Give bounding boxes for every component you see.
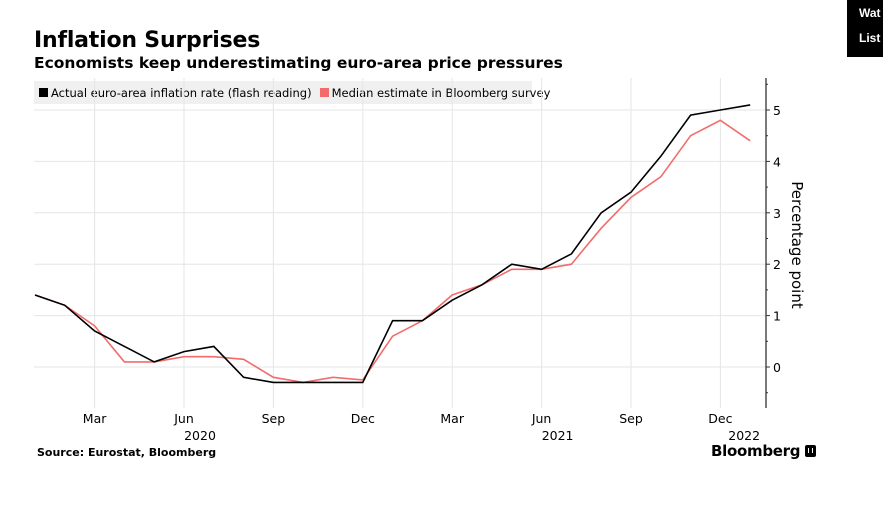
bloomberg-chart-icon bbox=[805, 445, 817, 457]
y-axis-label: Percentage point bbox=[788, 181, 806, 309]
brand-label: Bloomberg bbox=[711, 442, 801, 460]
x-tick-label: Mar bbox=[83, 411, 107, 426]
legend-item-median: Median estimate in Bloomberg survey bbox=[319, 85, 551, 100]
y-tick-label: 2 bbox=[773, 257, 781, 272]
legend: Actual euro-area inflation rate (flash r… bbox=[34, 81, 550, 104]
series-line-actual bbox=[34, 104, 751, 384]
y-axis: 0 1 2 3 4 5 bbox=[765, 78, 781, 408]
overlay-line-2: List bbox=[859, 31, 881, 45]
bloomberg-logo[interactable]: Bloomberg bbox=[711, 442, 817, 460]
y-tick-label: 0 bbox=[773, 360, 781, 375]
x-tick-label: Dec bbox=[351, 411, 375, 426]
y-tick-label: 1 bbox=[773, 309, 781, 324]
series-lines bbox=[34, 104, 751, 384]
x-year-label: 2022 bbox=[728, 428, 760, 443]
legend-swatch-actual bbox=[39, 88, 48, 97]
legend-item-actual: Actual euro-area inflation rate (flash r… bbox=[39, 86, 312, 100]
x-year-label: 2021 bbox=[542, 428, 574, 443]
y-tick-label: 5 bbox=[773, 103, 781, 118]
chart-subtitle: Economists keep underestimating euro-are… bbox=[34, 54, 563, 72]
x-tick-label: Sep bbox=[619, 411, 643, 426]
x-tick-label: Jun bbox=[531, 411, 552, 426]
chart-title: Inflation Surprises bbox=[34, 28, 261, 53]
watchlist-overlay[interactable]: Wat List bbox=[847, 0, 883, 57]
legend-label-median: Median estimate in Bloomberg survey bbox=[331, 85, 551, 100]
overlay-line-1: Wat bbox=[859, 6, 881, 20]
legend-label-actual: Actual euro-area inflation rate (flash r… bbox=[51, 85, 312, 100]
x-year-label: 2020 bbox=[184, 428, 216, 443]
y-tick-label: 4 bbox=[773, 154, 781, 169]
legend-swatch-median bbox=[319, 88, 329, 97]
y-tick-label: 3 bbox=[773, 206, 781, 221]
x-axis-labels: Mar Jun 2020 Sep Dec Mar Jun 2021 Sep Dec 2022 bbox=[83, 411, 760, 443]
source-note: Source: Eurostat, Bloomberg bbox=[37, 446, 217, 459]
x-tick-label: Mar bbox=[440, 411, 464, 426]
series-line-median bbox=[34, 119, 751, 384]
grid bbox=[34, 78, 766, 408]
x-tick-label: Sep bbox=[262, 411, 286, 426]
x-tick-label: Dec bbox=[708, 411, 732, 426]
x-tick-label: Jun bbox=[173, 411, 194, 426]
